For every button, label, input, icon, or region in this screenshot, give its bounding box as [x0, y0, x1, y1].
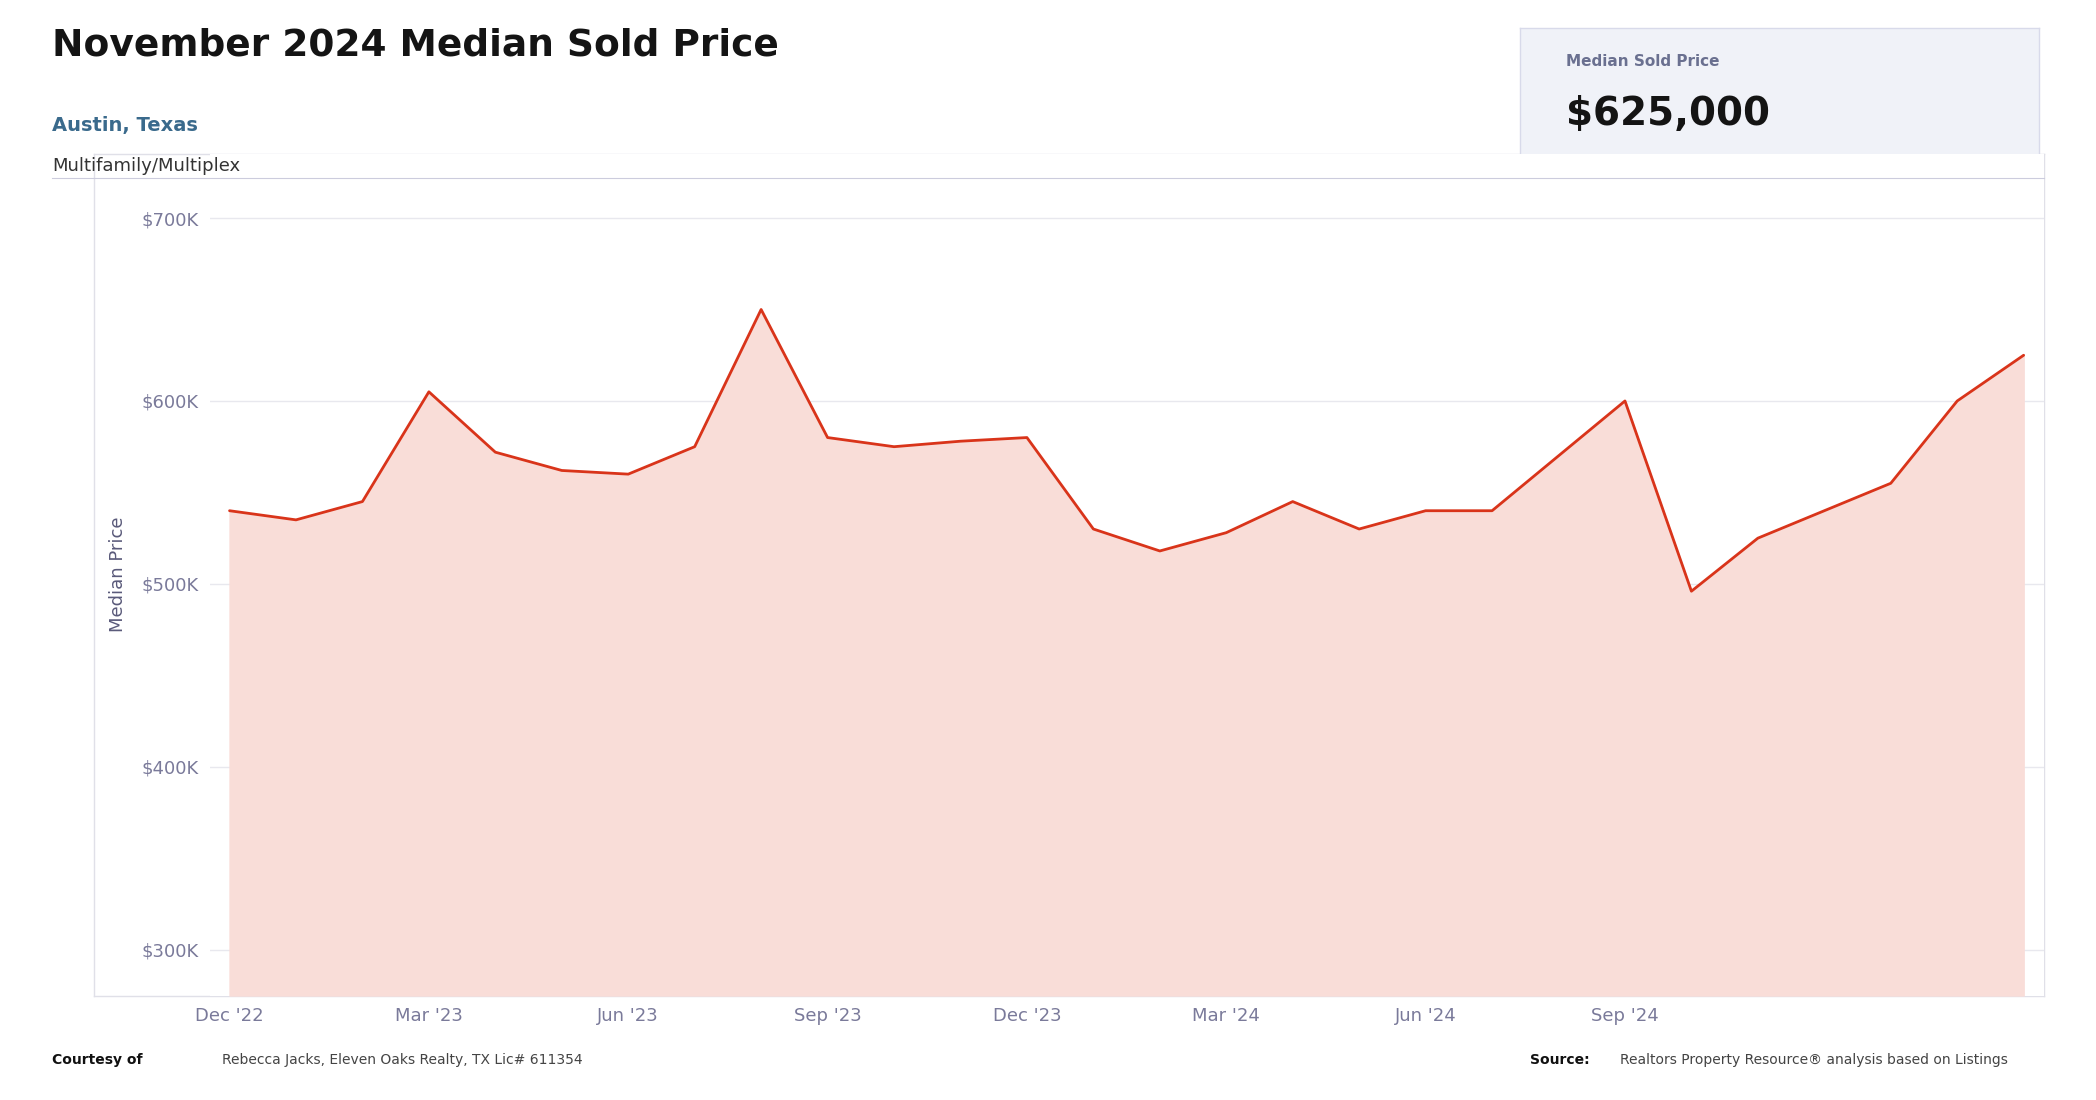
Y-axis label: Median Price: Median Price — [109, 517, 128, 632]
Text: November 2024 Median Sold Price: November 2024 Median Sold Price — [52, 28, 780, 64]
Text: Multifamily/Multiplex: Multifamily/Multiplex — [52, 157, 241, 175]
Circle shape — [1553, 184, 1620, 210]
Text: $625,000: $625,000 — [1566, 95, 1771, 133]
Text: ↑: ↑ — [1566, 176, 1582, 195]
Text: Median Sold Price: Median Sold Price — [1566, 54, 1721, 69]
Text: Courtesy of: Courtesy of — [52, 1053, 143, 1067]
Text: Source:: Source: — [1530, 1053, 1589, 1067]
Text: 16.8% Month over Month: 16.8% Month over Month — [1635, 178, 1828, 192]
Text: Austin, Texas: Austin, Texas — [52, 116, 199, 134]
Text: Realtors Property Resource® analysis based on Listings: Realtors Property Resource® analysis bas… — [1620, 1053, 2008, 1067]
Text: Rebecca Jacks, Eleven Oaks Realty, TX Lic# 611354: Rebecca Jacks, Eleven Oaks Realty, TX Li… — [222, 1053, 583, 1067]
